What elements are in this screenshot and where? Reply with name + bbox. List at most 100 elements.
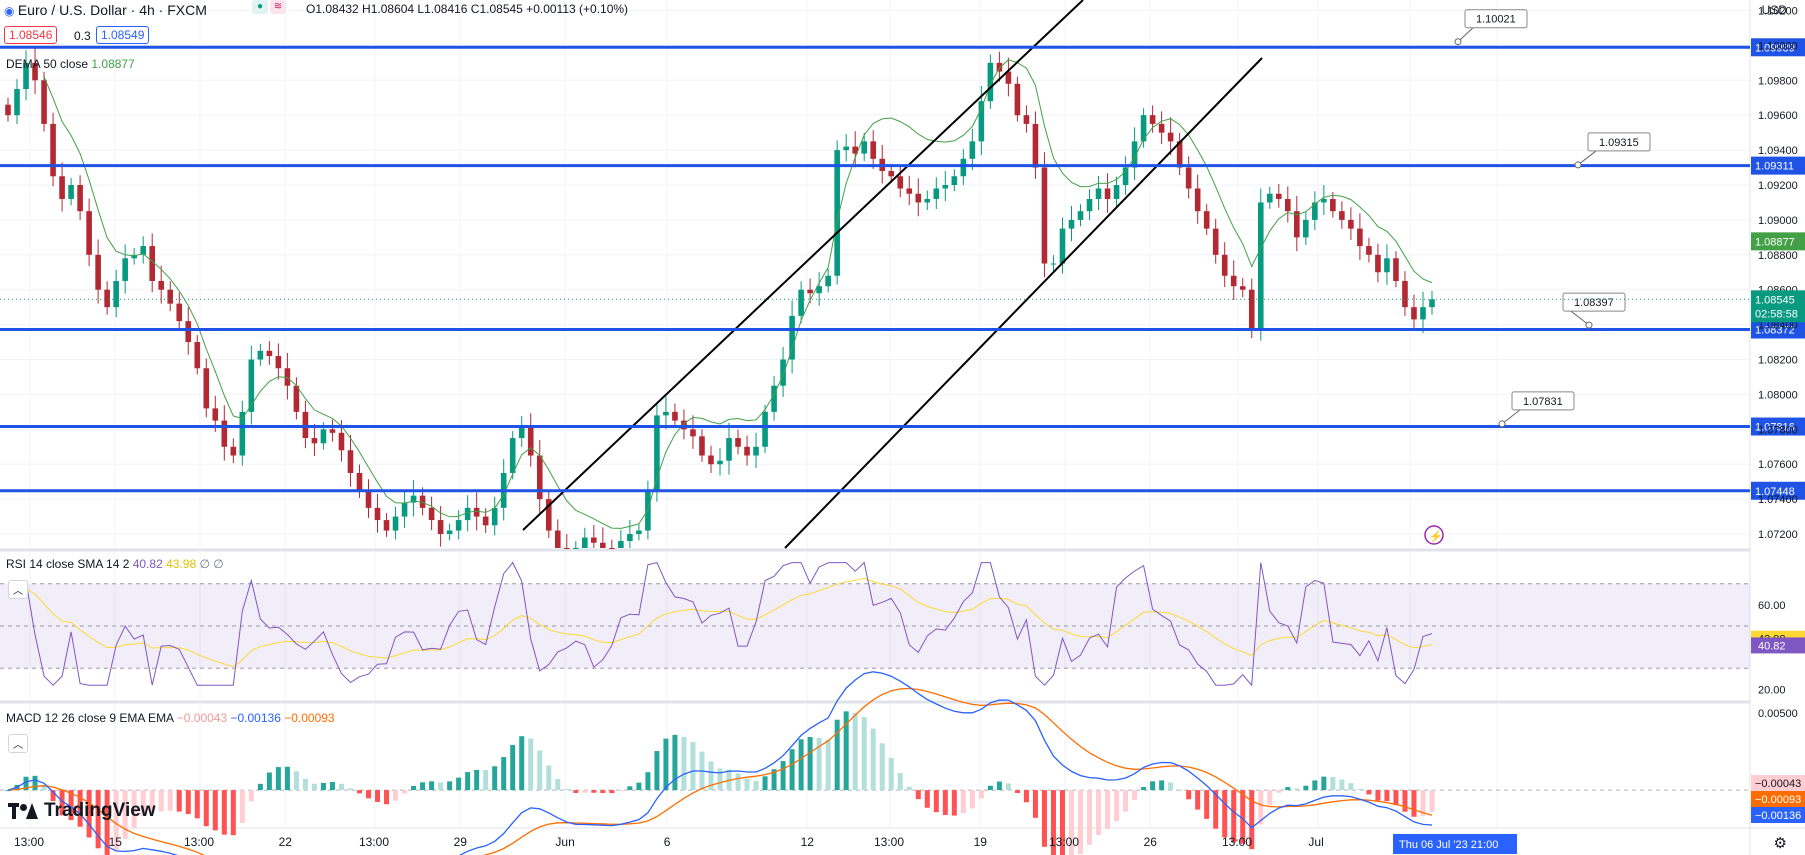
candle-body bbox=[1303, 219, 1309, 238]
macd-hist-bar bbox=[528, 738, 534, 791]
macd-hist-tag-label: −0.00043 bbox=[1755, 778, 1801, 790]
candle-body bbox=[1330, 198, 1336, 212]
tradingview-logo[interactable]: TradingView bbox=[8, 800, 156, 822]
candle-body bbox=[356, 472, 363, 491]
macd-hist-bar bbox=[906, 786, 912, 791]
macd-hist-bar bbox=[654, 751, 660, 791]
macd-hist-bar bbox=[302, 778, 308, 791]
macd-hist-bar bbox=[1132, 790, 1138, 800]
time-tick-label: 13:00 bbox=[184, 835, 214, 849]
macd-hist-bar bbox=[1366, 790, 1372, 795]
candle-body bbox=[1167, 132, 1174, 142]
candle-body bbox=[392, 516, 399, 531]
macd-hist-bar bbox=[393, 790, 399, 801]
candle-body bbox=[59, 176, 65, 199]
macd-hist-bar bbox=[753, 780, 759, 791]
macd-hist-bar bbox=[1005, 783, 1011, 791]
currency-label[interactable]: USD bbox=[1761, 3, 1787, 17]
macd-hist-bar bbox=[122, 790, 128, 839]
candle-body bbox=[996, 62, 1003, 72]
gear-icon[interactable]: ⚙ bbox=[1773, 835, 1787, 852]
macd-hist-bar bbox=[933, 790, 939, 813]
macd-hist-bar bbox=[951, 790, 957, 816]
candle-body bbox=[1357, 228, 1363, 247]
macd-hist-bar bbox=[1267, 790, 1273, 805]
macd-hist-bar bbox=[338, 783, 344, 791]
candle-body bbox=[365, 490, 372, 508]
candle-body bbox=[140, 246, 146, 255]
collapse-chevron-icon-2[interactable]: ︿ bbox=[8, 734, 28, 753]
callout-label: 1.07831 bbox=[1523, 396, 1563, 408]
candle-body bbox=[275, 356, 282, 369]
macd-hist-bar bbox=[1402, 790, 1408, 812]
candle-body bbox=[509, 438, 516, 473]
candle-body bbox=[230, 446, 237, 456]
candle-body bbox=[1339, 211, 1345, 220]
symbol-legend[interactable]: ◉ Euro / U.S. Dollar · 4h · FXCM bbox=[4, 2, 207, 18]
brand-name: TradingView bbox=[44, 800, 156, 821]
candle-body bbox=[1248, 289, 1255, 329]
time-tick-label: 13:00 bbox=[874, 835, 904, 849]
macd-hist-bar bbox=[86, 790, 92, 838]
dema-legend[interactable]: DEMA 50 close 1.08877 bbox=[6, 57, 135, 71]
candle-body bbox=[122, 258, 128, 281]
time-tick-label: 15 bbox=[109, 835, 123, 849]
bid-button[interactable]: 1.08546 bbox=[4, 26, 58, 44]
macd-hist-bar bbox=[366, 790, 372, 799]
collapse-chevron-icon[interactable]: ︿ bbox=[8, 580, 28, 599]
macd-line-tag bbox=[1751, 807, 1805, 823]
callout-box bbox=[1562, 292, 1626, 312]
macd-hist-bar bbox=[41, 784, 47, 791]
macd-hist-bar bbox=[447, 781, 453, 791]
candle-body bbox=[1402, 280, 1408, 308]
candle-body bbox=[131, 254, 137, 259]
macd-hist-bar bbox=[131, 790, 137, 828]
status-icons: ● ≋ bbox=[252, 0, 286, 14]
candle-body bbox=[591, 537, 597, 543]
candle-body bbox=[609, 548, 615, 549]
macd-hist-bar bbox=[1384, 790, 1390, 802]
macd-hist-bar bbox=[1357, 789, 1363, 791]
macd-hist-bar bbox=[113, 790, 119, 851]
macd-hist-bar bbox=[1023, 790, 1029, 803]
symbol-title[interactable]: Euro / U.S. Dollar · 4h · FXCM bbox=[17, 2, 207, 18]
candle-body bbox=[41, 80, 47, 124]
candle-body bbox=[789, 315, 795, 360]
candle-body bbox=[1429, 299, 1435, 308]
rsi-sma-value: 43.98 bbox=[166, 557, 197, 571]
macd-hist-bar bbox=[1014, 790, 1020, 793]
callout-anchor bbox=[1574, 161, 1582, 169]
macd-hist-bar bbox=[924, 790, 930, 808]
time-tick-label: 13:00 bbox=[14, 835, 44, 849]
time-tick-label: 22 bbox=[279, 835, 293, 849]
candle-body bbox=[888, 171, 895, 177]
countdown-label: 02:58:58 bbox=[1755, 308, 1798, 320]
candle-body bbox=[329, 429, 336, 433]
macd-hist-bar bbox=[825, 739, 831, 791]
macd-hist-bar bbox=[456, 777, 462, 791]
macd-hist-bar bbox=[1231, 790, 1237, 843]
rsi-legend[interactable]: RSI 14 close SMA 14 2 40.82 43.98 ∅ ∅ bbox=[6, 557, 224, 571]
macd-hist-bar bbox=[375, 790, 381, 802]
candle-body bbox=[915, 193, 922, 203]
macd-hist-bar bbox=[762, 776, 768, 791]
candle-body bbox=[843, 146, 849, 151]
candle-body bbox=[708, 455, 714, 465]
macd-hist-bar bbox=[1285, 787, 1291, 791]
macd-hist-bar bbox=[969, 790, 975, 809]
macd-hist-bar bbox=[59, 790, 65, 816]
candle-body bbox=[302, 411, 309, 439]
macd-legend[interactable]: MACD 12 26 close 9 EMA EMA −0.00043 −0.0… bbox=[6, 711, 335, 725]
ask-button[interactable]: 1.08549 bbox=[96, 26, 150, 44]
candle-body bbox=[582, 537, 588, 548]
callout-leader bbox=[1501, 409, 1521, 425]
macd-hist-bar bbox=[1258, 790, 1264, 825]
globe-icon: ◉ bbox=[4, 4, 15, 18]
candle-body bbox=[1375, 254, 1381, 273]
candle-body bbox=[771, 385, 777, 412]
macd-hist-bar bbox=[239, 790, 245, 823]
price-tick-label: 1.07800 bbox=[1758, 424, 1798, 436]
macd-hist-bar bbox=[1411, 790, 1417, 817]
dema-axis-label: 1.08877 bbox=[1755, 236, 1795, 248]
